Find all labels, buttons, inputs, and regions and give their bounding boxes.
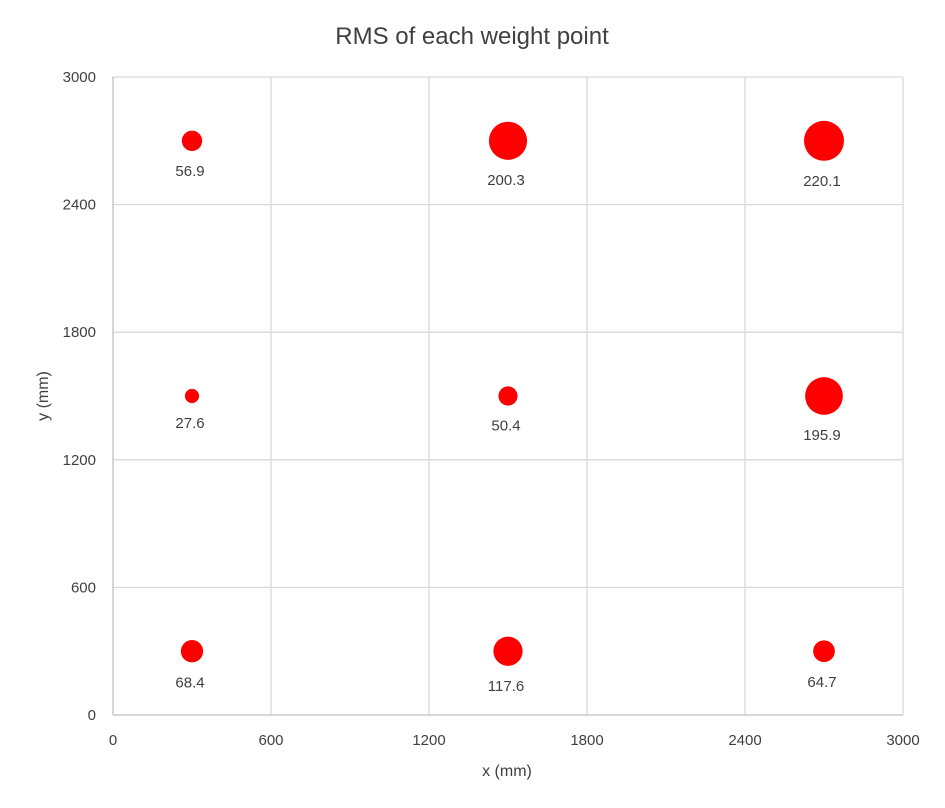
bubble-point	[805, 377, 843, 415]
bubble-data-label: 50.4	[491, 418, 520, 435]
x-tick-label: 1800	[570, 732, 603, 749]
x-axis-title: x (mm)	[482, 763, 532, 780]
gridlines	[113, 76, 904, 715]
x-axis-ticks: 0 600 1200 1800 2400 3000	[109, 732, 920, 749]
bubble-data-label: 64.7	[807, 674, 836, 691]
axes	[112, 77, 903, 716]
bubble-data-label: 220.1	[803, 173, 841, 190]
y-axis-ticks: 0 600 1200 1800 2400 3000	[63, 69, 96, 724]
bubble-point	[813, 640, 835, 663]
y-tick-label: 600	[71, 579, 96, 596]
bubble-point	[181, 130, 203, 151]
y-tick-label: 2400	[63, 197, 96, 214]
y-tick-label: 1200	[63, 452, 96, 469]
bubble-data-label: 27.6	[175, 415, 204, 432]
x-tick-label: 0	[109, 732, 117, 749]
data-labels: 56.9 200.3 220.1 27.6 50.4 195.9 68.4 117.6 64.7	[175, 163, 840, 695]
bubble-point	[804, 120, 844, 161]
x-tick-label: 1200	[412, 732, 445, 749]
bubble-point	[180, 640, 204, 663]
bubble-point	[498, 386, 518, 406]
bubble-data-label: 68.4	[175, 674, 204, 691]
bubble-series	[180, 120, 844, 666]
bubble-data-label: 195.9	[803, 427, 841, 444]
y-tick-label: 1800	[63, 324, 96, 341]
bubble-point	[493, 636, 523, 666]
y-tick-label: 3000	[63, 69, 96, 86]
x-tick-label: 600	[258, 732, 283, 749]
chart-title: RMS of each weight point	[335, 23, 609, 50]
bubble-data-label: 200.3	[487, 172, 525, 189]
x-tick-label: 2400	[728, 732, 761, 749]
bubble-point	[184, 388, 200, 404]
bubble-data-label: 56.9	[175, 163, 204, 180]
x-tick-label: 3000	[886, 732, 919, 749]
bubble-point	[488, 121, 528, 160]
y-axis-title: y (mm)	[35, 371, 52, 421]
y-tick-label: 0	[88, 707, 96, 724]
bubble-data-label: 117.6	[488, 678, 524, 695]
